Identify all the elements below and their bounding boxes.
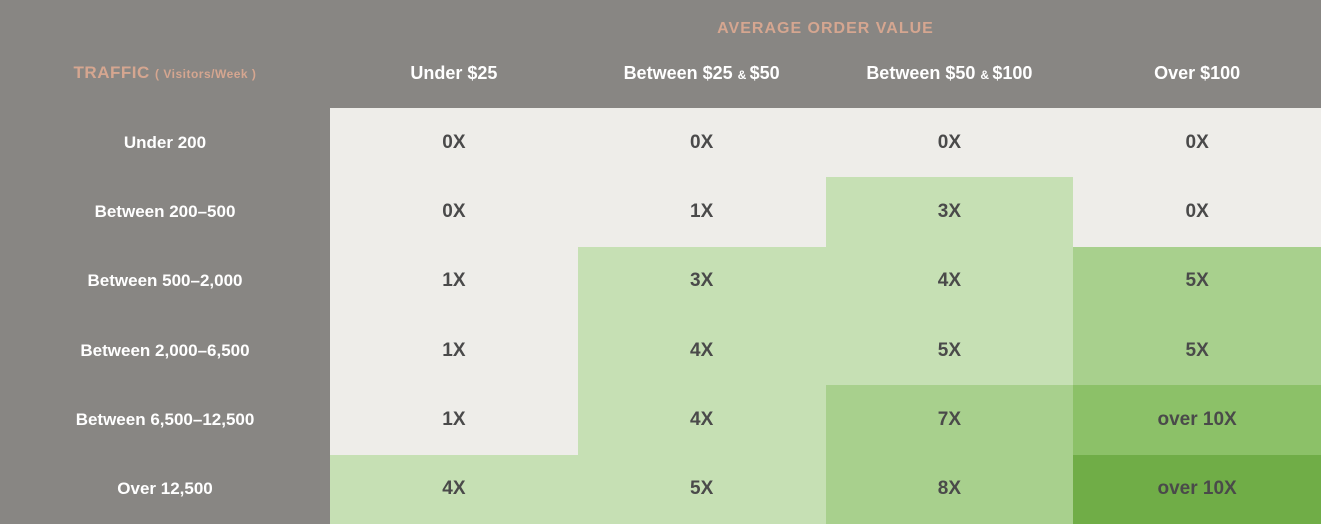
table-row: Between 200–5000X1X3X0X — [0, 177, 1321, 246]
data-cell: 3X — [578, 247, 826, 316]
col-header-0: Under $25 — [330, 63, 578, 84]
data-cell: 0X — [826, 108, 1074, 177]
data-cell: 0X — [1073, 108, 1321, 177]
row-label: Between 6,500–12,500 — [0, 385, 330, 454]
data-cell: over 10X — [1073, 385, 1321, 454]
row-label: Between 500–2,000 — [0, 247, 330, 316]
data-cell: 0X — [330, 177, 578, 246]
roi-heatmap-table: AVERAGE ORDER VALUE TRAFFIC ( Visitors/W… — [0, 0, 1321, 524]
header-row: TRAFFIC ( Visitors/Week ) Under $25 Betw… — [0, 38, 1321, 108]
column-axis-title: AVERAGE ORDER VALUE — [330, 20, 1321, 38]
col-header-2: Between $50 & $100 — [826, 63, 1074, 84]
data-cell: 0X — [330, 108, 578, 177]
row-label: Between 2,000–6,500 — [0, 316, 330, 385]
row-label: Over 12,500 — [0, 455, 330, 524]
row-axis-title: TRAFFIC ( Visitors/Week ) — [0, 63, 330, 83]
data-cell: 1X — [330, 316, 578, 385]
data-cell: 5X — [578, 455, 826, 524]
row-label: Under 200 — [0, 108, 330, 177]
data-cell: 5X — [1073, 247, 1321, 316]
table-row: Between 500–2,0001X3X4X5X — [0, 247, 1321, 316]
data-cell: 4X — [330, 455, 578, 524]
row-label: Between 200–500 — [0, 177, 330, 246]
table-row: Between 6,500–12,5001X4X7Xover 10X — [0, 385, 1321, 454]
row-axis-sublabel: ( Visitors/Week ) — [155, 67, 256, 81]
col-header-1: Between $25 & $50 — [578, 63, 826, 84]
data-cell: 4X — [578, 385, 826, 454]
data-cell: 5X — [826, 316, 1074, 385]
table-row: Under 2000X0X0X0X — [0, 108, 1321, 177]
table-row: Over 12,5004X5X8Xover 10X — [0, 455, 1321, 524]
data-cell: over 10X — [1073, 455, 1321, 524]
row-axis-label: TRAFFIC — [74, 63, 150, 82]
data-cell: 0X — [578, 108, 826, 177]
data-cell: 8X — [826, 455, 1074, 524]
table-body: Under 2000X0X0X0XBetween 200–5000X1X3X0X… — [0, 108, 1321, 524]
data-cell: 1X — [330, 385, 578, 454]
data-cell: 0X — [1073, 177, 1321, 246]
super-header-row: AVERAGE ORDER VALUE — [0, 0, 1321, 38]
data-cell: 5X — [1073, 316, 1321, 385]
data-cell: 1X — [330, 247, 578, 316]
data-cell: 7X — [826, 385, 1074, 454]
data-cell: 1X — [578, 177, 826, 246]
col-header-3: Over $100 — [1073, 63, 1321, 84]
data-cell: 4X — [578, 316, 826, 385]
data-cell: 3X — [826, 177, 1074, 246]
table-row: Between 2,000–6,5001X4X5X5X — [0, 316, 1321, 385]
data-cell: 4X — [826, 247, 1074, 316]
